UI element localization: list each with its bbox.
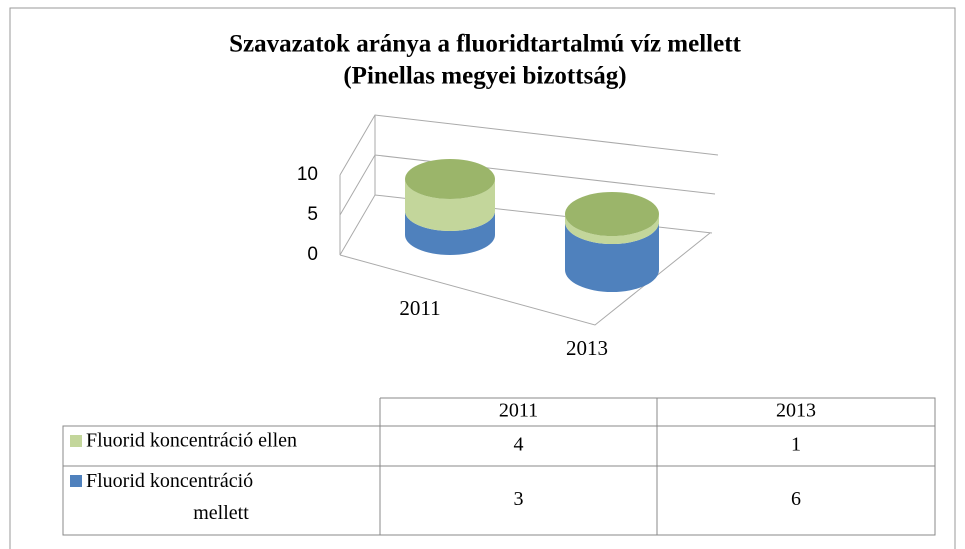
x-tick-label: 2013 <box>566 336 608 360</box>
chart-frame <box>9 7 956 549</box>
y-tick-label: 10 <box>297 164 318 185</box>
y-tick-label: 0 <box>307 244 318 265</box>
cylinder-top <box>565 192 659 236</box>
table-value: 6 <box>791 488 801 510</box>
legend-label: Fluorid koncentráció mellett <box>86 470 253 524</box>
x-tick-label: 2011 <box>399 296 440 320</box>
data-table: 2011 2013 Fluorid koncentráció ellen 4 1 Fluo… <box>62 397 936 536</box>
legend-key <box>70 435 82 447</box>
y-tick-label: 5 <box>307 204 318 225</box>
table-grid <box>62 397 936 536</box>
legend-key <box>70 475 82 487</box>
table-header: 2011 <box>499 400 538 422</box>
plot-area: 0 5 10 2011 2013 <box>297 114 719 360</box>
chart-title: Szavazatok aránya a fluoridtartalmú víz … <box>229 31 741 58</box>
grid-line <box>339 114 719 176</box>
grid-line <box>339 154 716 216</box>
wall-edge <box>339 115 711 326</box>
cylinder-segment <box>565 222 659 292</box>
table-value: 3 <box>514 488 524 510</box>
table-header: 2013 <box>776 400 816 422</box>
legend-label-line: mellett <box>193 502 249 524</box>
legend-label: Fluorid koncentráció ellen <box>86 430 297 452</box>
cylinder-segment <box>405 211 495 255</box>
chart-subtitle: (Pinellas megyei bizottság) <box>343 63 626 90</box>
table-value: 1 <box>791 434 801 456</box>
cylinder-segment <box>405 179 495 231</box>
legend-label-line: Fluorid koncentráció <box>86 470 253 492</box>
table-value: 4 <box>514 434 524 456</box>
cylinder-top <box>405 159 495 199</box>
cylinder-segment <box>565 214 659 244</box>
